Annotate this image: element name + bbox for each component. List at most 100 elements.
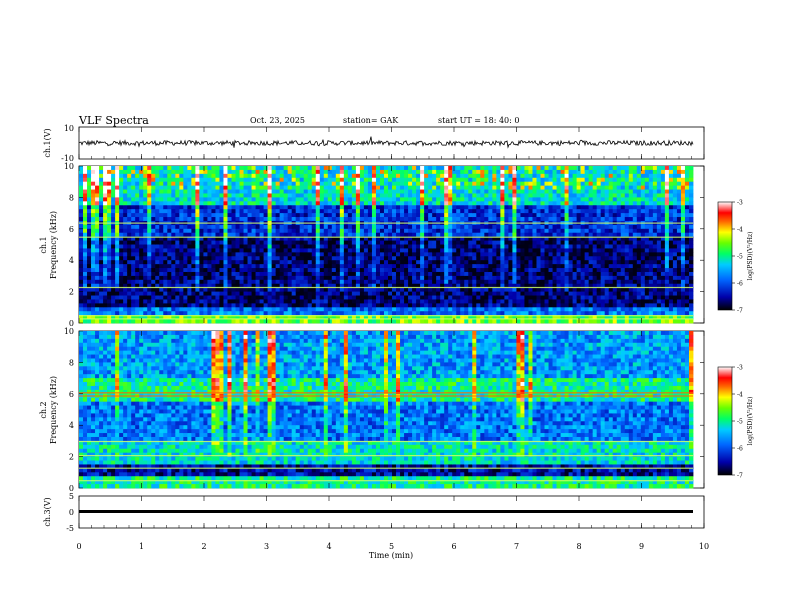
spec1-cell <box>552 166 557 171</box>
spec1-cell <box>251 232 256 238</box>
spec1-cell <box>147 217 152 222</box>
spec1-cell <box>315 283 321 289</box>
spec1-cell <box>572 271 578 277</box>
spec1-cell <box>400 287 405 293</box>
spec1-cell <box>155 181 160 187</box>
spec1-cell <box>275 248 281 253</box>
spec1-cell <box>488 236 493 241</box>
spec1-cell <box>452 217 457 222</box>
spec1-cell <box>508 166 513 171</box>
spec1-cell <box>379 307 385 312</box>
spec1-cell <box>143 228 148 234</box>
spec1-cell <box>151 256 156 261</box>
spec1-cell <box>400 244 405 249</box>
spec1-cell <box>231 224 236 230</box>
spec1-cell <box>416 283 421 289</box>
spec1-cell <box>115 295 120 300</box>
spec1-cell <box>307 307 313 312</box>
spec1-cell <box>255 213 260 218</box>
spec1-cell <box>131 213 136 218</box>
spec1-cell <box>396 299 401 304</box>
spec1-cell <box>171 264 176 269</box>
spec1-cell <box>247 307 252 312</box>
spec1-cell <box>416 232 421 238</box>
spec1-cell <box>371 311 377 316</box>
spec1-cell <box>396 217 401 222</box>
spec1-cell <box>119 248 124 253</box>
spec1-cell <box>383 185 389 190</box>
spec1-cell <box>371 256 377 261</box>
spec1-cell <box>83 260 88 265</box>
spec1-cell <box>524 260 529 265</box>
spec1-cell <box>456 299 461 304</box>
spec1-cell <box>295 209 301 214</box>
spec1-cell <box>127 236 132 241</box>
spec1-cell <box>95 177 100 183</box>
spec1-cell <box>315 307 321 312</box>
spec1-cell <box>283 319 289 324</box>
spec1-cell <box>263 177 269 183</box>
spec1-cell <box>552 311 557 316</box>
spec1-cell <box>255 299 260 304</box>
spec1-cell <box>243 291 248 296</box>
spec1-cell <box>259 303 264 308</box>
spec1-cell <box>452 264 457 269</box>
spec1-cell <box>291 283 297 289</box>
spec1-cell <box>115 185 120 190</box>
spec1-cell <box>255 307 260 312</box>
spec1-cell <box>363 173 369 179</box>
spec1-cell <box>392 209 397 214</box>
spec1-cell <box>420 189 425 194</box>
spec1-cell <box>544 264 549 269</box>
spec1-cell <box>115 177 120 183</box>
spec1-cell <box>516 232 521 238</box>
spec1-cell <box>163 287 168 293</box>
spec1-cell <box>528 181 533 187</box>
spec1-cell <box>480 240 485 245</box>
spec1-cell <box>428 232 433 238</box>
spec1-cell <box>524 228 529 234</box>
spec1-cell <box>107 173 112 179</box>
spec1-cell <box>279 166 285 171</box>
spec1-cell <box>323 201 329 206</box>
spec1-cell <box>215 283 220 289</box>
spec1-cell <box>556 240 561 245</box>
spec1-cell <box>107 279 112 285</box>
spec1-cell <box>191 224 196 230</box>
spec1-cell <box>311 291 317 296</box>
spec1-cell <box>131 307 136 312</box>
spec1-cell <box>468 248 473 253</box>
spec1-cell <box>544 177 549 183</box>
spec1-cell <box>480 185 485 190</box>
spec1-cell <box>484 275 489 281</box>
spec1-cell <box>263 275 269 281</box>
spec1-cell <box>404 213 409 218</box>
spec1-cell <box>440 271 445 277</box>
spec1-cell <box>464 205 469 210</box>
spec1-cell <box>79 264 84 269</box>
spec1-cell <box>215 228 220 234</box>
spec1-cell <box>379 275 385 281</box>
spec1-cell <box>95 169 100 175</box>
spec1-cell <box>436 181 441 187</box>
spec1-cell <box>203 189 208 194</box>
spec1-cell <box>516 264 521 269</box>
spec1-cell <box>207 217 212 222</box>
spec1-cell <box>151 197 156 202</box>
spec1-cell <box>331 236 337 241</box>
spec1-cell <box>532 240 537 245</box>
spec1-cell <box>392 311 397 316</box>
spec1-cell <box>576 252 582 257</box>
spec1-cell <box>464 177 469 183</box>
spec1-cell <box>375 177 381 183</box>
spec1-cell <box>532 303 537 308</box>
spec1-cell <box>175 228 180 234</box>
spec1-cell <box>303 315 309 320</box>
spec1-cell <box>243 315 248 320</box>
spec1-cell <box>195 169 200 175</box>
spec1-cell <box>303 213 309 218</box>
spec1-cell <box>448 248 453 253</box>
spec1-cell <box>556 213 561 218</box>
spec1-cell <box>79 169 84 175</box>
spec1-cell <box>235 244 240 249</box>
